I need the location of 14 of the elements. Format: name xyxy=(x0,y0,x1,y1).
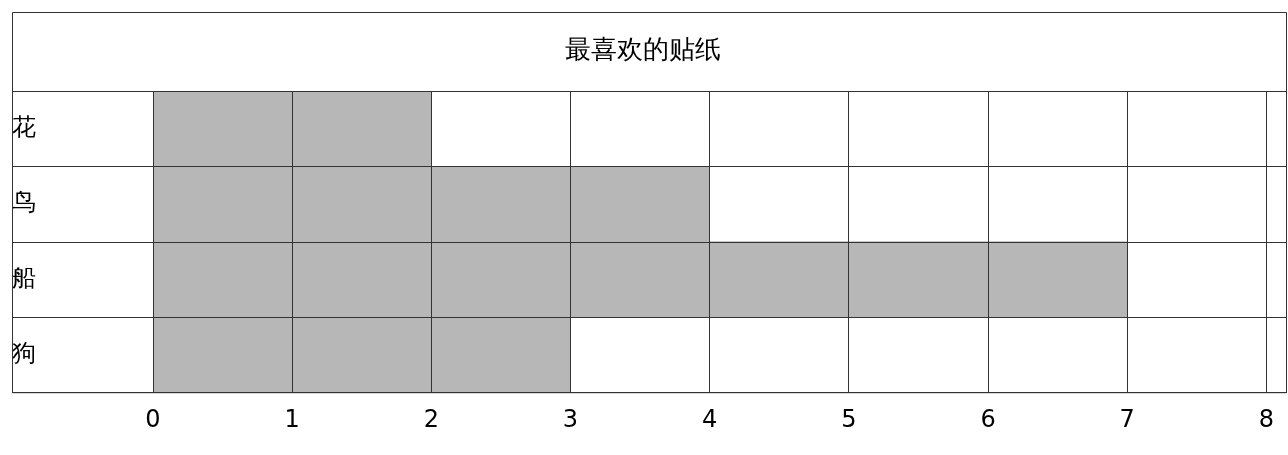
x-tick-label: 1 xyxy=(284,404,300,433)
y-tick-label: 狗 xyxy=(12,338,36,367)
x-tick-label: 7 xyxy=(1119,404,1135,433)
x-tick-label: 3 xyxy=(562,404,579,433)
x-tick-label: 4 xyxy=(702,404,718,433)
x-tick-label: 5 xyxy=(841,404,857,433)
x-tick-label: 2 xyxy=(423,404,439,433)
x-tick-label: 8 xyxy=(1258,404,1275,433)
y-tick-label: 船 xyxy=(12,263,36,292)
x-tick-label: 6 xyxy=(980,404,996,433)
x-tick-label: 0 xyxy=(145,404,161,433)
y-tick-label: 鸟 xyxy=(12,188,36,217)
y-tick-label: 花 xyxy=(12,113,36,142)
chart-title: 最喜欢的贴纸 xyxy=(565,34,721,65)
